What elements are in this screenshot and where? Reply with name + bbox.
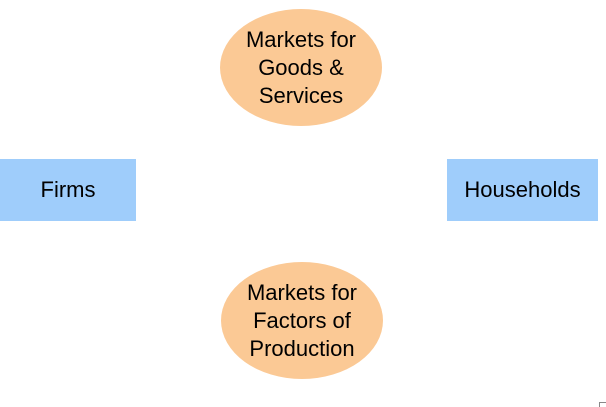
households-label: Households [464,177,581,202]
households-node: Households [447,159,598,221]
firms-label: Firms [40,177,96,202]
firms-node: Firms [0,159,136,221]
factors-of-production-market-node: Markets for Factors of Production [221,262,383,379]
goods-services-market-node: Markets for Goods & Services [220,9,382,126]
factors-of-production-market-label: Markets for Factors of Production [246,279,358,361]
resize-corner-mark [599,402,606,407]
goods-services-market-label: Markets for Goods & Services [245,26,357,108]
